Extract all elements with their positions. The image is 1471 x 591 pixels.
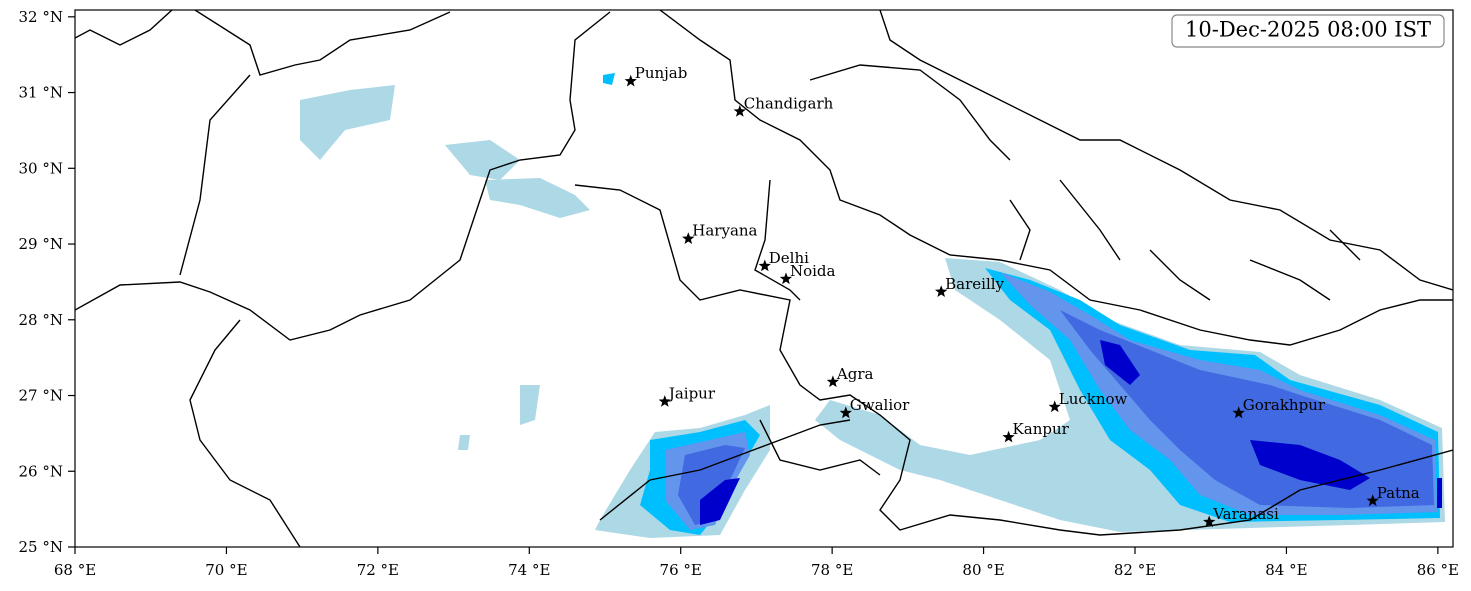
city-label: Lucknow (1059, 390, 1128, 408)
precipitation (300, 73, 1445, 538)
city-label: Delhi (769, 249, 809, 267)
city-marker (779, 272, 793, 285)
city-label: Gwalior (850, 396, 910, 414)
city-label: Agra (836, 365, 874, 383)
city-label: Varanasi (1212, 505, 1279, 523)
city-label: Punjab (635, 64, 688, 82)
y-tick-label: 30 °N (19, 159, 63, 177)
city-label: Kanpur (1013, 420, 1070, 438)
city-label: Jaipur (667, 385, 716, 403)
city-marker (1203, 515, 1216, 528)
city-marker (935, 285, 948, 297)
x-tick-label: 74 °E (508, 561, 550, 579)
y-tick-label: 26 °N (19, 462, 63, 480)
city-label: Chandigarh (744, 94, 834, 112)
plot-frame (74, 9, 1454, 548)
x-tick-label: 70 °E (205, 561, 247, 579)
y-tick-label: 32 °N (19, 8, 63, 26)
city-marker (682, 232, 695, 244)
y-tick-label: 31 °N (19, 84, 63, 102)
y-tick-label: 27 °N (19, 387, 63, 405)
y-tick-label: 25 °N (19, 538, 63, 556)
city-marker (733, 105, 746, 117)
city-marker (658, 395, 671, 407)
x-tick-label: 68 °E (54, 561, 96, 579)
x-tick-label: 78 °E (811, 561, 853, 579)
city-label: Patna (1377, 484, 1420, 502)
borders (75, 10, 1453, 547)
x-tick-label: 82 °E (1114, 561, 1156, 579)
city-marker (624, 74, 637, 87)
x-tick-label: 80 °E (962, 561, 1004, 579)
y-tick-label: 29 °N (19, 235, 63, 253)
y-tick-label: 28 °N (19, 311, 63, 329)
city-marker (1366, 494, 1379, 507)
x-tick-label: 72 °E (357, 561, 399, 579)
city-marker (1232, 406, 1245, 419)
city-marker (1002, 430, 1015, 443)
city-label: Haryana (692, 222, 757, 240)
x-tick-label: 84 °E (1265, 561, 1307, 579)
timestamp: 10-Dec-2025 08:00 IST (1185, 18, 1431, 42)
city-marker (826, 375, 840, 388)
city-label: Gorakhpur (1243, 396, 1326, 414)
city-marker (1048, 400, 1061, 413)
city-label: Noida (790, 262, 836, 280)
city-marker (758, 259, 771, 272)
city-label: Bareilly (945, 275, 1004, 293)
x-tick-label: 86 °E (1417, 561, 1459, 579)
timestamp-box (1171, 14, 1445, 48)
x-tick-label: 76 °E (660, 561, 702, 579)
city-marker (839, 406, 852, 419)
